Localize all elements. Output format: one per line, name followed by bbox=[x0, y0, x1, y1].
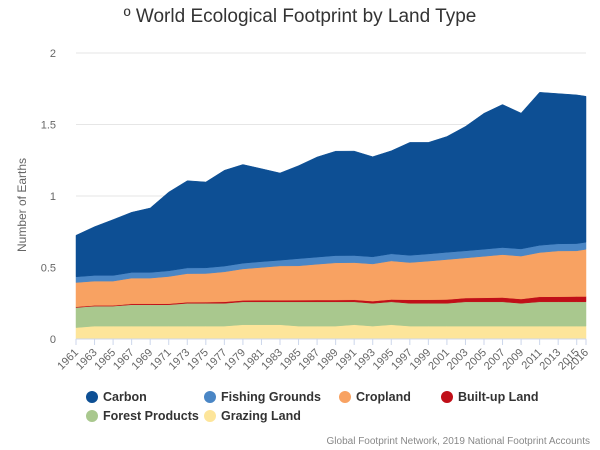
legend-item-built-up-land[interactable]: Built-up Land bbox=[441, 390, 539, 404]
legend-item-forest-products[interactable]: Forest Products bbox=[86, 409, 199, 423]
legend-marker-carbon bbox=[86, 391, 98, 403]
legend-marker-grazing-land bbox=[204, 410, 216, 422]
legend-marker-fishing-grounds bbox=[204, 391, 216, 403]
y-tick-label: 1.5 bbox=[41, 120, 56, 132]
legend-label-cropland: Cropland bbox=[356, 390, 411, 404]
area-layer bbox=[75, 92, 587, 340]
y-tick-label: 0.5 bbox=[41, 263, 56, 275]
credits-text[interactable]: Global Footprint Network, 2019 National … bbox=[327, 436, 590, 447]
legend-item-grazing-land[interactable]: Grazing Land bbox=[204, 409, 301, 423]
axis-layer: 1961196319651967196919711973197519771979… bbox=[55, 338, 591, 372]
legend-marker-forest-products bbox=[86, 410, 98, 422]
y-tick-label: 2 bbox=[50, 48, 56, 60]
area-carbon bbox=[75, 92, 587, 278]
legend-layer: Carbon Fishing Grounds Cropland Built-up La… bbox=[86, 390, 539, 423]
legend-item-fishing-grounds[interactable]: Fishing Grounds bbox=[204, 390, 321, 404]
legend-marker-built-up-land bbox=[441, 391, 453, 403]
area-grazing-land bbox=[75, 324, 587, 340]
chart-title: º World Ecological Footprint by Land Typ… bbox=[123, 6, 477, 27]
legend-label-carbon: Carbon bbox=[103, 390, 147, 404]
legend-item-carbon[interactable]: Carbon bbox=[86, 390, 147, 404]
legend-label-grazing-land: Grazing Land bbox=[221, 409, 301, 423]
y-tick-label: 1 bbox=[50, 191, 56, 203]
legend-label-built-up-land: Built-up Land bbox=[458, 390, 539, 404]
y-axis-title: Number of Earths bbox=[15, 158, 29, 252]
area-forest-products bbox=[75, 301, 587, 328]
y-tick-label: 0 bbox=[50, 334, 56, 346]
legend-label-forest-products: Forest Products bbox=[103, 409, 199, 423]
legend-label-fishing-grounds: Fishing Grounds bbox=[221, 390, 321, 404]
legend-marker-cropland bbox=[339, 391, 351, 403]
legend-item-cropland[interactable]: Cropland bbox=[339, 390, 411, 404]
